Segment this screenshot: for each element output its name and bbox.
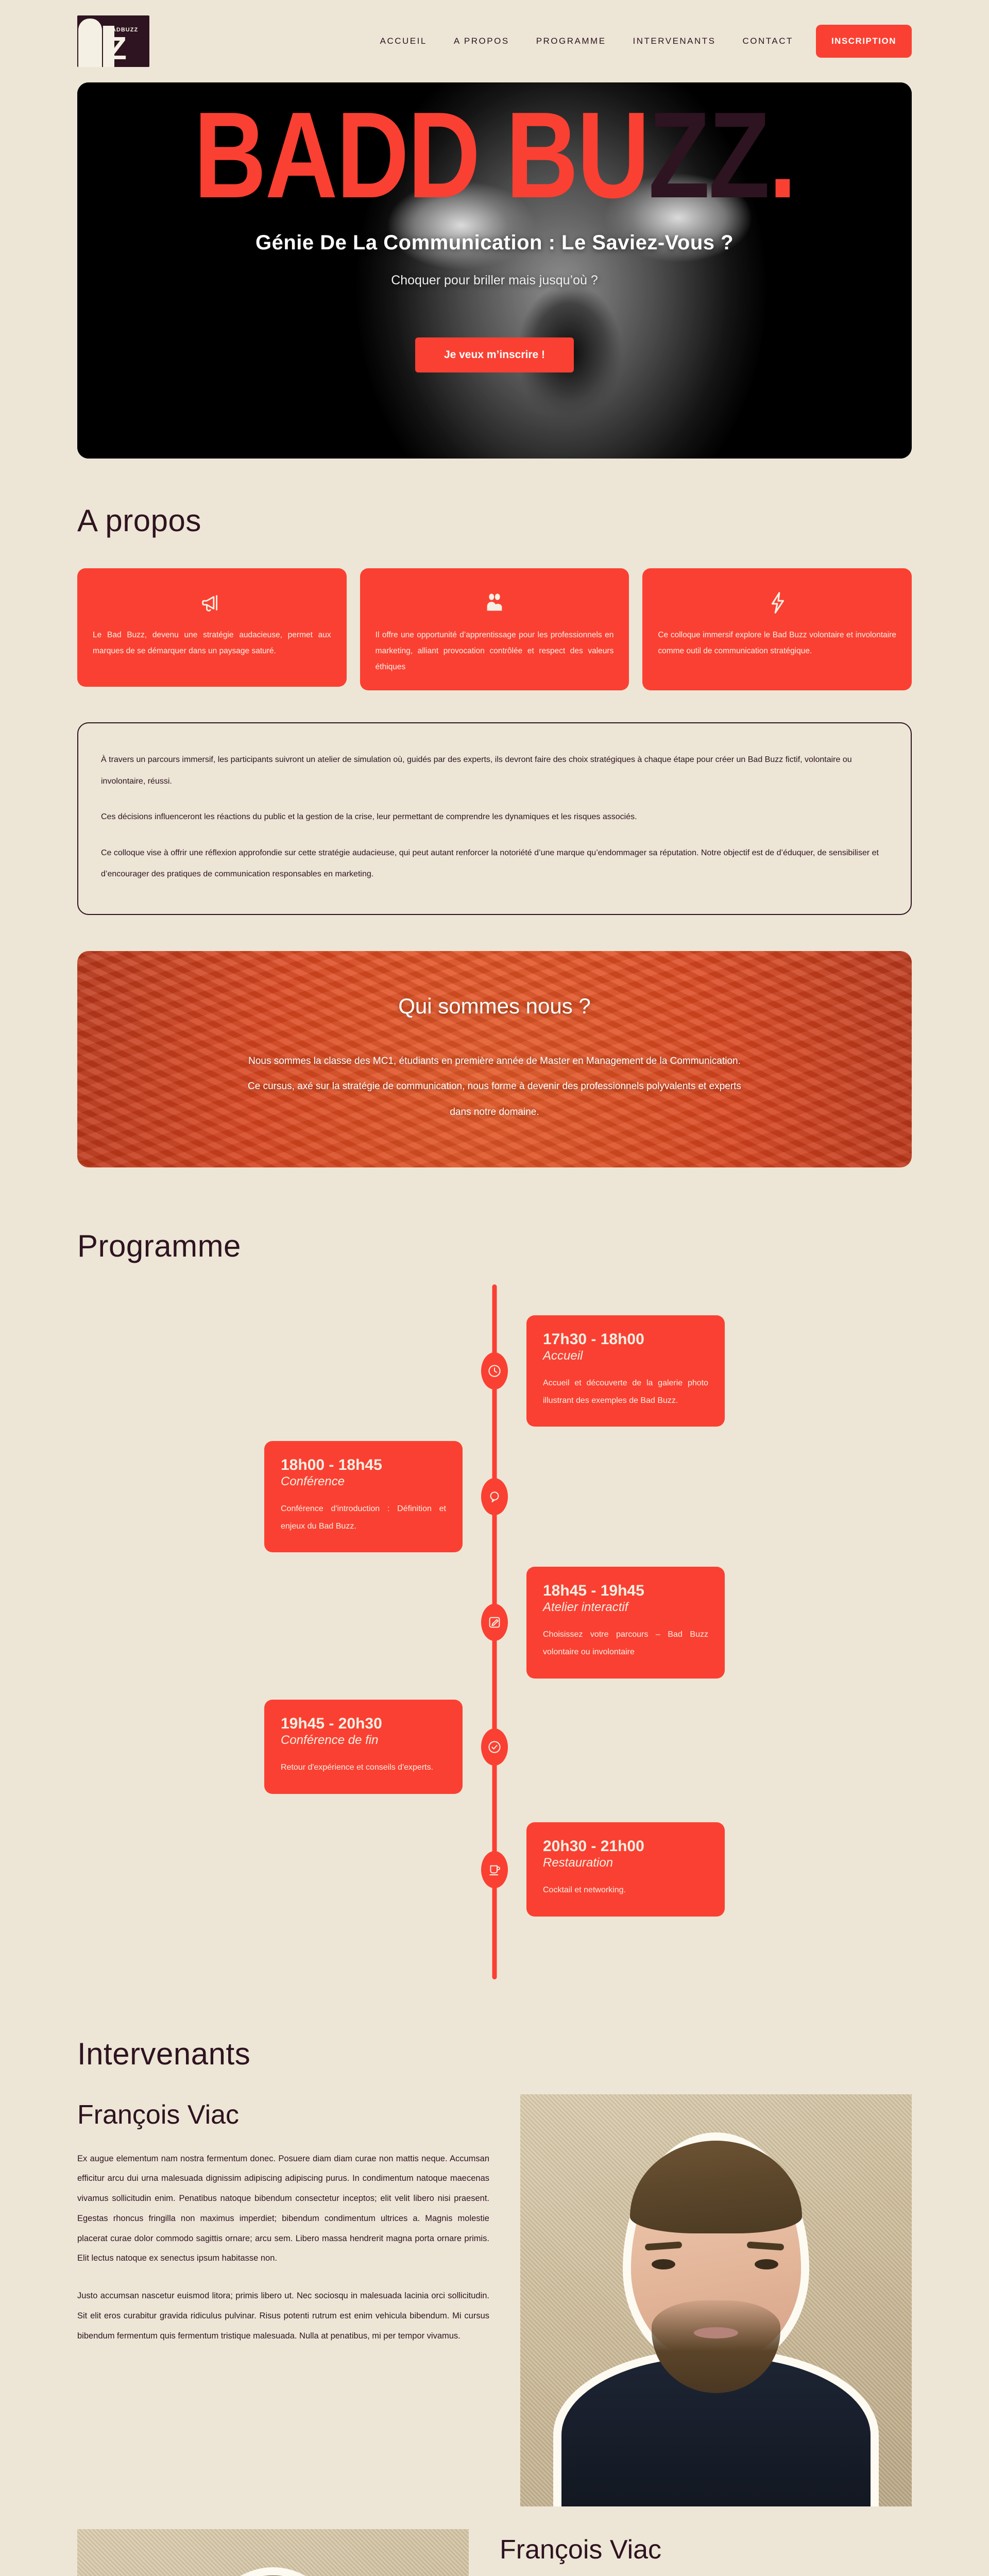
timeline-desc: Choisissez votre parcours – Bad Buzz vol… <box>543 1630 708 1656</box>
timeline-time: 19h45 - 20h30 <box>281 1715 382 1733</box>
check-circle-icon <box>481 1728 508 1766</box>
hero-title: BADD BUZZ. <box>194 94 796 217</box>
speaker-photo <box>520 2094 912 2506</box>
about-paragraph: Ce colloque vise à offrir une réflexion … <box>101 848 879 879</box>
about-card: Ce colloque immersif explore le Bad Buzz… <box>642 568 912 690</box>
who-we-are-background-photo <box>77 951 912 1167</box>
about-text-box: À travers un parcours immersif, les part… <box>77 722 912 915</box>
timeline-time: 20h30 - 21h00 <box>543 1838 644 1855</box>
programme-timeline: 17h30 - 18h00 Accueil Accueil et découve… <box>77 1284 912 1979</box>
logo-wordmark: BADBUZZ <box>107 27 139 33</box>
programme-heading: Programme <box>77 1228 241 1263</box>
timeline-time: 18h45 - 19h45 <box>543 1582 644 1600</box>
who-we-are-section: Qui sommes nous ? Nous sommes la classe … <box>77 951 912 1167</box>
about-section: A propos Le Bad Buzz, devenu une stratég… <box>0 459 989 915</box>
logo-shape-bar <box>78 19 102 67</box>
nav-item-contact[interactable]: CONTACT <box>742 36 793 46</box>
programme-section: Programme 17h30 - 18h00 Accueil Accueil … <box>0 1167 989 1979</box>
speech-bubble-icon <box>481 1478 508 1516</box>
timeline-desc: Conférence d'introduction : Définition e… <box>281 1504 446 1531</box>
brand-logo[interactable]: BADBUZZ Z <box>77 15 149 67</box>
speaker-name: François Viac <box>500 2534 662 2565</box>
pencil-icon <box>481 1604 508 1641</box>
lightning-icon <box>760 586 794 620</box>
about-card-text: Le Bad Buzz, devenu une stratégie audaci… <box>93 631 331 655</box>
main-nav: ACCUEIL A PROPOS PROGRAMME INTERVENANTS … <box>367 25 912 58</box>
people-icon <box>478 586 511 620</box>
timeline-time: 17h30 - 18h00 <box>543 1330 644 1348</box>
logo-letter-z: Z <box>107 31 127 66</box>
timeline-card: 18h00 - 18h45 Conférence Conférence d'in… <box>264 1441 463 1553</box>
hero-subtitle: Génie De La Communication : Le Saviez-Vo… <box>255 231 734 254</box>
timeline-desc: Retour d'expérience et conseils d'expert… <box>281 1763 434 1772</box>
about-paragraph: Ces décisions influenceront les réaction… <box>101 812 637 822</box>
timeline-card: 20h30 - 21h00 Restauration Cocktail et n… <box>526 1822 725 1917</box>
timeline-name: Conférence de fin <box>281 1733 379 1748</box>
timeline-item: 19h45 - 20h30 Conférence de fin Retour d… <box>77 1693 912 1801</box>
who-we-are-heading: Qui sommes nous ? <box>398 993 591 1018</box>
nav-item-a-propos[interactable]: A PROPOS <box>453 36 509 46</box>
timeline-card: 18h45 - 19h45 Atelier interactif Choisis… <box>526 1567 725 1679</box>
timeline-item: 17h30 - 18h00 Accueil Accueil et découve… <box>77 1315 912 1427</box>
logo-shape-stem <box>103 26 114 67</box>
about-paragraph: À travers un parcours immersif, les part… <box>101 755 852 786</box>
about-card-text: Il offre une opportunité d’apprentissage… <box>375 631 614 671</box>
timeline-item: 18h00 - 18h45 Conférence Conférence d'in… <box>77 1441 912 1553</box>
hero-title-part1: BADD BU <box>194 87 650 224</box>
hero-title-dot: . <box>769 87 796 224</box>
hero-title-part2: ZZ <box>648 87 770 224</box>
nav-item-intervenants[interactable]: INTERVENANTS <box>633 36 716 46</box>
about-card: Le Bad Buzz, devenu une stratégie audaci… <box>77 568 347 687</box>
speaker-bio: Ex augue elementum nam nostra fermentum … <box>77 2154 489 2263</box>
timeline-name: Restauration <box>543 1856 613 1870</box>
cup-icon <box>481 1851 508 1888</box>
speaker-bio: Justo accumsan nascetur euismod litora; … <box>77 2291 489 2341</box>
about-cards: Le Bad Buzz, devenu une stratégie audaci… <box>0 538 989 690</box>
speakers-section: Intervenants François Viac Ex augue elem… <box>0 1979 989 2576</box>
timeline-desc: Cocktail et networking. <box>543 1886 626 1895</box>
nav-inscription-button[interactable]: INSCRIPTION <box>815 25 912 58</box>
timeline-name: Accueil <box>543 1348 583 1363</box>
about-card: Il offre une opportunité d’apprentissage… <box>360 568 629 690</box>
site-header: BADBUZZ Z ACCUEIL A PROPOS PROGRAMME INT… <box>0 0 989 82</box>
clock-icon <box>481 1352 508 1390</box>
hero-section: BADD BUZZ. Génie De La Communication : L… <box>77 82 912 459</box>
speakers-heading: Intervenants <box>77 2036 251 2071</box>
megaphone-icon <box>195 586 229 620</box>
timeline-name: Atelier interactif <box>543 1600 628 1615</box>
speaker-row: François Viac Ex augue elementum nam nos… <box>0 2529 989 2576</box>
timeline-name: Conférence <box>281 1475 345 1489</box>
timeline-desc: Accueil et découverte de la galerie phot… <box>543 1378 708 1405</box>
who-we-are-text: Nous sommes la classe des MC1, étudiants… <box>248 1055 741 1117</box>
hero-register-button[interactable]: Je veux m’inscrire ! <box>415 337 574 372</box>
nav-item-programme[interactable]: PROGRAMME <box>536 36 606 46</box>
timeline-time: 18h00 - 18h45 <box>281 1456 382 1474</box>
timeline-item: 20h30 - 21h00 Restauration Cocktail et n… <box>77 1816 912 1924</box>
timeline-card: 19h45 - 20h30 Conférence de fin Retour d… <box>264 1700 463 1794</box>
about-card-text: Ce colloque immersif explore le Bad Buzz… <box>658 631 897 655</box>
hero-tagline: Choquer pour briller mais jusqu’où ? <box>391 273 598 287</box>
timeline-card: 17h30 - 18h00 Accueil Accueil et découve… <box>526 1315 725 1427</box>
nav-item-accueil[interactable]: ACCUEIL <box>380 36 427 46</box>
speaker-photo <box>77 2529 469 2576</box>
speaker-row: François Viac Ex augue elementum nam nos… <box>0 2094 989 2506</box>
speaker-name: François Viac <box>77 2099 240 2130</box>
timeline-item: 18h45 - 19h45 Atelier interactif Choisis… <box>77 1567 912 1679</box>
about-heading: A propos <box>77 503 201 538</box>
hero-background-photo <box>77 82 912 459</box>
